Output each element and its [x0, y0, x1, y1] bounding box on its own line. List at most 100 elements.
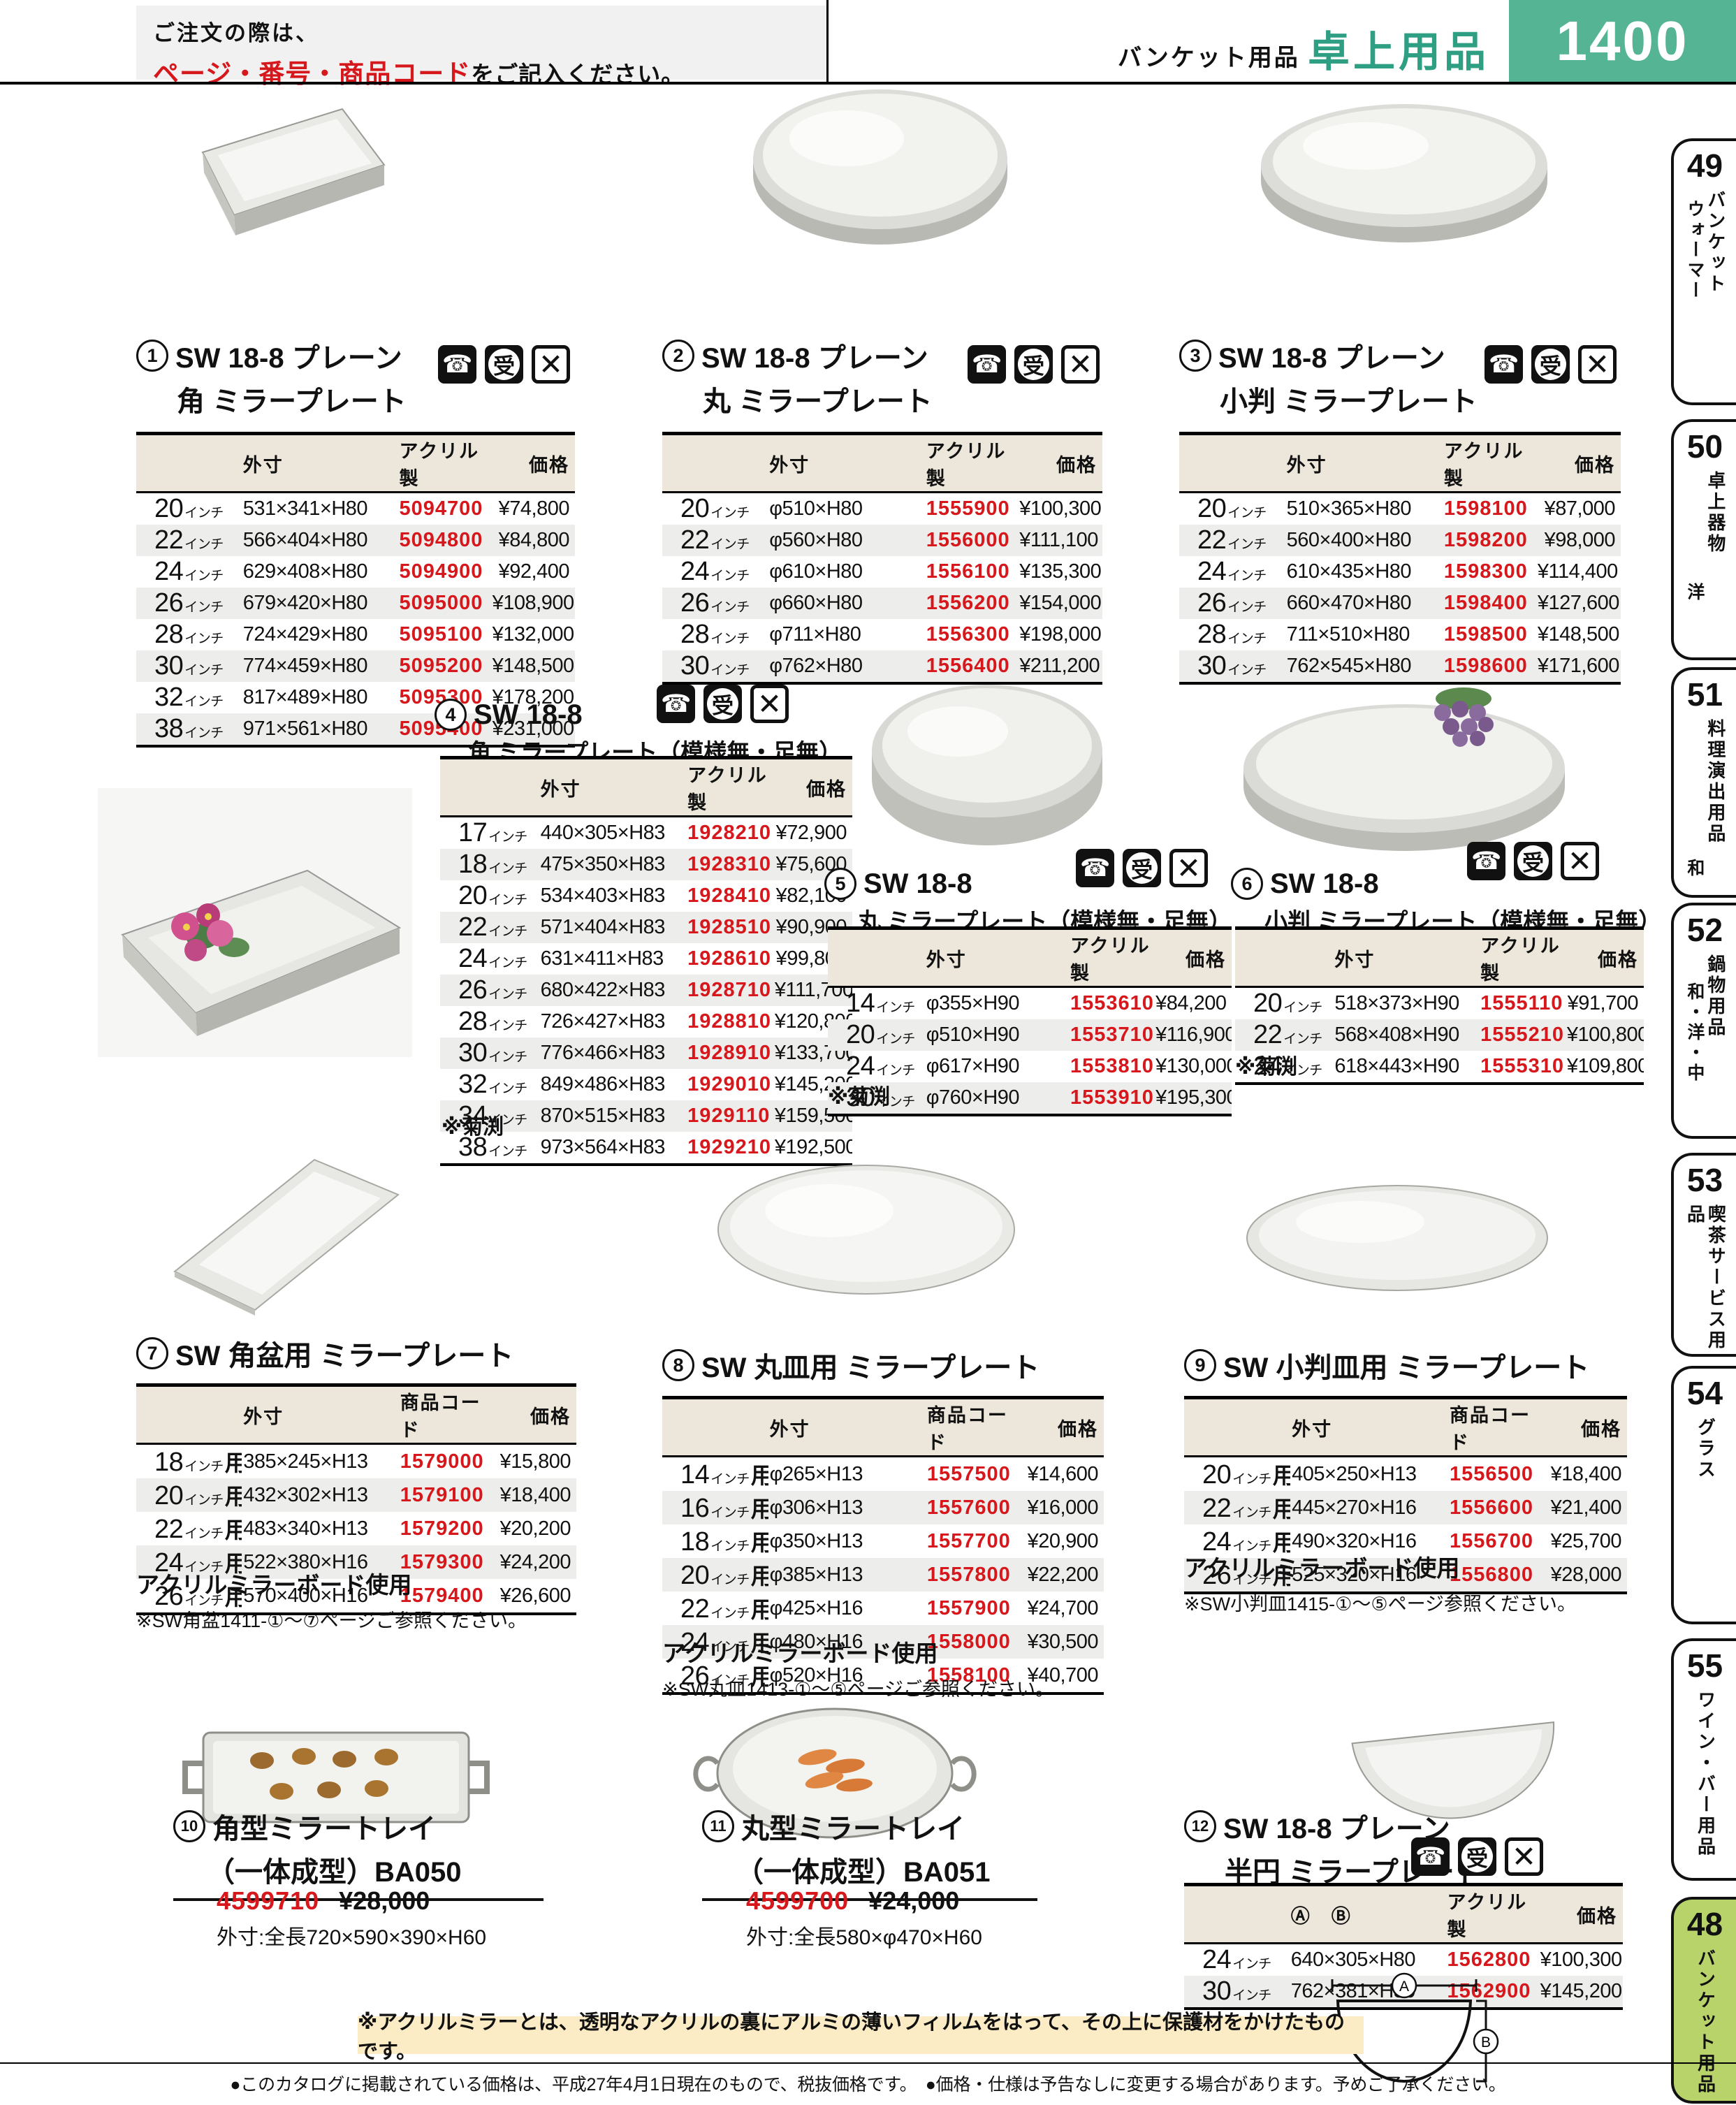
table-row: 22 インチ φ560×H80 1556000 ¥111,100 [662, 525, 1102, 556]
table-row: 24 インチ用 490×320×H16 1556700 ¥25,700 [1184, 1524, 1627, 1558]
size-cell: 22 インチ用 [1184, 1491, 1291, 1524]
tab-label-main: 鍋物用品 [1705, 954, 1726, 1038]
column-header: Ⓐ Ⓑ [1289, 1883, 1443, 1944]
table-row: 20 インチ 534×403×H83 1928410 ¥82,100 [440, 880, 852, 912]
header-row: 外寸 商品コード 価格 [136, 1383, 576, 1445]
code-cell: 1929210 [683, 1132, 774, 1166]
code-cell: 1555210 [1476, 1019, 1566, 1051]
table-row: 26 インチ 660×470×H80 1598400 ¥127,600 [1179, 588, 1621, 619]
sidebar-tab-52[interactable]: 52 鍋物用品 和・洋・中 [1671, 903, 1736, 1139]
sidebar-tab-53[interactable]: 53 喫茶サービス用品 [1671, 1153, 1736, 1357]
code-cell: 1929110 [683, 1100, 774, 1132]
product-5-icons: ☎ 受 ✕ [1076, 849, 1208, 887]
dims-cell: φ660×H80 [768, 588, 922, 619]
dims-cell: 762×545×H80 [1285, 650, 1440, 685]
table-row: 18 インチ用 φ350×H13 1557700 ¥20,900 [662, 1524, 1104, 1558]
column-header: 価格 [1019, 1396, 1104, 1457]
product-number-badge: 5 [824, 868, 856, 900]
price-cell: ¥20,900 [1027, 1529, 1099, 1552]
code-cell: 1557500 [926, 1462, 1011, 1485]
size-cell: 14インチ用 [680, 1460, 768, 1489]
phone-order-icon: ☎ [1485, 345, 1523, 384]
spec-table: 外寸 アクリル製 価格 20 インチ φ510×H80 1555900 ¥100,300 22 イ… [662, 432, 1102, 685]
dims-cell: φ760×H90 [924, 1082, 1067, 1116]
sidebar-tab-49[interactable]: 49 バンケット ウォーマー [1671, 138, 1736, 405]
header-rule [0, 82, 1736, 85]
dims-cell: 531×341×H80 [242, 497, 368, 520]
dims-cell: 432×302×H13 [242, 1478, 396, 1512]
size-cell: 24 インチ [154, 557, 224, 586]
sidebar-tab-55[interactable]: 55 ワイン・バー用品 [1671, 1638, 1736, 1881]
dims-cell: 660×470×H80 [1285, 588, 1440, 619]
half-round-mirror-plate-image [1351, 1721, 1554, 1819]
sidebar-tab-48-active[interactable]: 48 バンケット用品 [1671, 1897, 1736, 2104]
product-1-photo [175, 82, 405, 257]
product-title-line1: SW 18-8 プレーン [701, 343, 928, 374]
table-row: 30 インチ 762×545×H80 1598600 ¥171,600 [1179, 650, 1621, 685]
dims-cell: 570×400×H16 [242, 1579, 396, 1615]
tab-label-main: 料理演出用品 [1705, 719, 1726, 845]
size-cell: 24 インチ [1197, 557, 1267, 586]
table-row: 24 インチ用 522×380×H16 1579300 ¥24,200 [136, 1545, 576, 1579]
code-cell: 1598200 [1439, 525, 1537, 556]
size-cell: 26インチ用 [662, 1659, 768, 1695]
sidebar-tab-54[interactable]: 54 グラス [1671, 1366, 1736, 1624]
dims-cell: 566×404×H80 [241, 525, 395, 556]
size-cell: 28 インチ [154, 620, 224, 649]
tab-label: ワイン・バー用品 [1695, 1690, 1716, 1858]
column-header: アクリル製 [395, 432, 492, 493]
dims-cell: 522×380×H16 [242, 1545, 396, 1579]
code-cell: 1557900 [926, 1596, 1011, 1619]
column-header: アクリル製 [1476, 926, 1566, 988]
product-price: ¥24,000 [868, 1886, 960, 1915]
size-cell: 20 インチ [1253, 989, 1322, 1018]
dims-cell: φ306×H13 [768, 1491, 923, 1524]
size-cell: 24 インチ [680, 557, 750, 586]
reference-note: ※SW角盆1411-①～⑦ページご参照ください。 [136, 1610, 527, 1631]
sidebar-tab-51[interactable]: 51 料理演出用品 和 [1671, 667, 1736, 898]
header-row: 外寸 アクリル製 価格 [136, 432, 575, 493]
price-cell: ¥100,300 [1019, 497, 1102, 520]
product-7-title: 7 SW 角盆用 ミラープレート [136, 1333, 513, 1374]
size-cell: 24 インチ用 [136, 1545, 242, 1579]
dims-cell: 618×443×H90 [1333, 1051, 1477, 1085]
column-header: 価格 [1019, 432, 1102, 493]
price-cell: ¥91,700 [1567, 992, 1639, 1014]
product-1-title: 1 SW 18-8 プレーン 角 ミラープレート [136, 335, 407, 419]
sidebar-tab-50[interactable]: 50 卓上器物 洋 [1671, 419, 1736, 660]
size-cell: 20 インチ [1197, 494, 1267, 523]
code-cell: 1598600 [1439, 650, 1537, 685]
dims-cell: φ610×H80 [769, 560, 863, 583]
table-row: 26 インチ 679×420×H80 5095000 ¥108,900 [136, 588, 575, 619]
dims-cell: 571×404×H83 [539, 912, 684, 943]
spec-table: 外寸 アクリル製 価格 14 インチ φ355×H90 1553610 ¥84,200 20 イン… [828, 926, 1232, 1116]
column-header: 商品コード [922, 1396, 1020, 1457]
product-code: 4599710 [217, 1886, 320, 1915]
tab-number: 55 [1686, 1647, 1723, 1684]
price-cell: ¥132,000 [492, 623, 574, 646]
dims-cell: 440×305×H83 [540, 822, 666, 844]
price-cell: ¥111,700 [773, 975, 852, 1006]
dims-cell: 568×408×H90 [1333, 1019, 1477, 1051]
price-cell: ¥100,300 [1540, 1949, 1622, 1971]
column-header: 外寸 [1285, 432, 1440, 493]
code-cell: 5095200 [395, 650, 492, 682]
product-price: ¥28,000 [339, 1886, 430, 1915]
column-header [1184, 1396, 1291, 1457]
page-title: 卓上用品 [1308, 29, 1489, 75]
dims-cell: φ520×H16 [768, 1659, 923, 1695]
product-7-photo [157, 1128, 416, 1324]
price-cell: ¥24,700 [1027, 1596, 1099, 1619]
product-10-price-row: 4599710 ¥28,000 [217, 1886, 430, 1916]
code-cell: 1556600 [1445, 1491, 1543, 1524]
size-cell: 30 インチ [136, 650, 242, 682]
price-cell: ¥148,500 [1537, 623, 1619, 646]
product-8-notes: アクリルミラーボード使用 ※SW丸皿1413-①～⑤ページご参照ください。 [662, 1635, 1054, 1701]
price-cell: ¥18,400 [1550, 1462, 1622, 1485]
